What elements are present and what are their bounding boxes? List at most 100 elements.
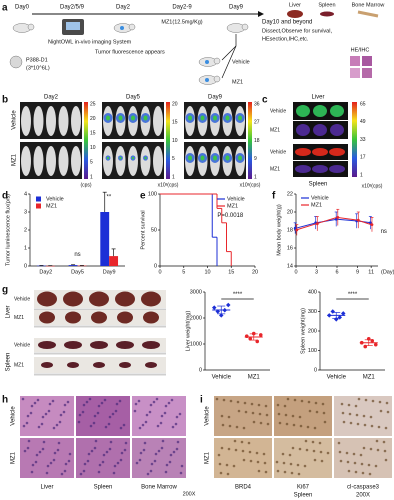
panel-letter: f bbox=[272, 191, 276, 202]
panel-letter: c bbox=[262, 95, 268, 106]
label: Dissect,Observe for survival, bbox=[262, 28, 332, 34]
mouse-image bbox=[115, 146, 126, 176]
label: 1 bbox=[254, 174, 257, 180]
nucleus bbox=[277, 412, 281, 416]
x-tick-label: Day5 bbox=[71, 269, 84, 275]
nucleus bbox=[45, 471, 49, 475]
nucleus bbox=[278, 421, 282, 425]
nucleus bbox=[283, 404, 287, 408]
nucleus bbox=[282, 461, 286, 465]
nucleus bbox=[226, 472, 230, 476]
label: 1 bbox=[172, 174, 175, 180]
nucleus bbox=[236, 400, 240, 404]
mouse-image bbox=[153, 146, 163, 176]
nucleus bbox=[227, 447, 231, 451]
nucleus bbox=[347, 403, 351, 407]
x-tick-label: 3 bbox=[315, 269, 318, 275]
y-tick-label: 3 bbox=[24, 209, 27, 215]
nucleus bbox=[313, 458, 317, 462]
nucleus bbox=[221, 423, 225, 427]
legend-swatch bbox=[36, 203, 41, 209]
bar bbox=[77, 265, 87, 267]
label: Day2 bbox=[44, 95, 59, 101]
label: 33 bbox=[360, 137, 366, 143]
legend-swatch bbox=[36, 196, 41, 202]
nucleus bbox=[30, 470, 34, 474]
mouse-image bbox=[58, 106, 69, 136]
nucleus bbox=[109, 440, 113, 444]
nucleus bbox=[306, 425, 310, 429]
nucleus bbox=[51, 399, 55, 403]
nucleus bbox=[89, 424, 93, 428]
x-tick-label: 20 bbox=[252, 269, 258, 275]
point bbox=[340, 311, 346, 316]
point bbox=[295, 228, 299, 232]
organ-signal bbox=[295, 148, 311, 156]
y-tick-label: 0 bbox=[154, 263, 157, 269]
nucleus bbox=[133, 409, 137, 413]
nucleus bbox=[220, 446, 224, 450]
timeline-step: Day2/5/9 bbox=[60, 5, 85, 11]
nucleus bbox=[368, 472, 372, 476]
mouse-head bbox=[241, 23, 249, 31]
signal-core bbox=[118, 115, 123, 121]
nucleus bbox=[97, 404, 101, 408]
nucleus bbox=[57, 441, 61, 445]
label: x10³(cps) bbox=[240, 182, 261, 188]
nucleus bbox=[41, 447, 45, 451]
label: Vehicle bbox=[270, 108, 286, 114]
point bbox=[368, 221, 372, 225]
nucleus bbox=[179, 471, 183, 475]
mouse-head bbox=[128, 23, 136, 31]
x-tick-label: 10 bbox=[204, 269, 210, 275]
branch bbox=[221, 45, 237, 61]
nucleus bbox=[305, 448, 309, 452]
point bbox=[336, 216, 340, 219]
nucleus bbox=[229, 399, 233, 403]
nucleus bbox=[169, 453, 173, 457]
spleen-photo bbox=[145, 362, 157, 368]
label: Bone Marrow bbox=[352, 2, 385, 8]
panel-letter: b bbox=[2, 95, 8, 106]
point bbox=[356, 218, 360, 222]
nucleus bbox=[363, 423, 367, 427]
label: MZ1 bbox=[14, 362, 24, 368]
imaging-window bbox=[66, 22, 80, 30]
nucleus bbox=[311, 440, 315, 444]
nucleus bbox=[377, 425, 381, 429]
nucleus bbox=[228, 424, 232, 428]
nucleus bbox=[289, 462, 293, 466]
organ-signal bbox=[330, 105, 344, 117]
nucleus bbox=[323, 420, 327, 424]
nucleus bbox=[384, 426, 388, 430]
point bbox=[293, 226, 297, 230]
nucleus bbox=[124, 441, 128, 445]
nucleus bbox=[108, 447, 112, 451]
point bbox=[258, 333, 263, 337]
nucleus bbox=[296, 463, 300, 467]
label: MZ1 bbox=[232, 79, 243, 85]
label: 20 bbox=[90, 116, 96, 122]
nucleus bbox=[122, 423, 126, 427]
signal-core bbox=[200, 115, 205, 121]
nucleus bbox=[383, 449, 387, 453]
organ-signal bbox=[312, 165, 328, 173]
y-tick-label: 4 bbox=[24, 191, 27, 197]
spleen-photo bbox=[38, 341, 56, 349]
nucleus bbox=[297, 472, 301, 476]
nucleus bbox=[244, 410, 248, 414]
organ-signal bbox=[312, 148, 328, 156]
tumor-spot bbox=[205, 60, 209, 64]
he-thumb bbox=[350, 56, 360, 66]
y-axis-label: Liver weight(mg) bbox=[185, 311, 191, 352]
mouse-image bbox=[21, 106, 31, 136]
point bbox=[373, 342, 378, 347]
ruler bbox=[34, 352, 166, 355]
label: 27 bbox=[254, 120, 260, 126]
nucleus bbox=[303, 464, 307, 468]
point bbox=[248, 337, 253, 341]
nucleus bbox=[103, 398, 107, 402]
nucleus bbox=[138, 426, 142, 430]
y-tick-label: 0 bbox=[199, 367, 202, 373]
